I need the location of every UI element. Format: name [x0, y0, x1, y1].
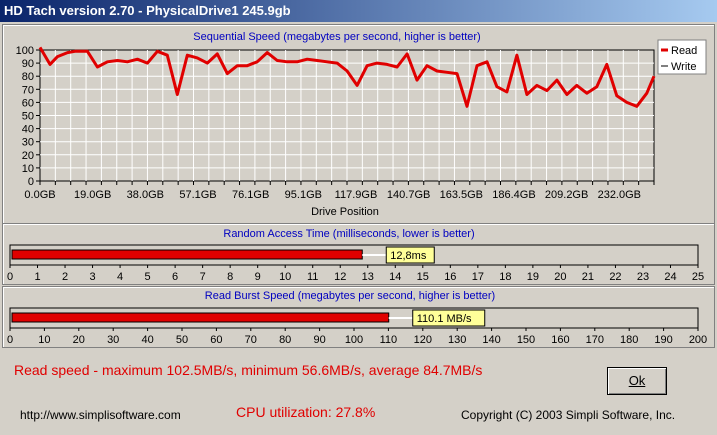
cpu-utilization: CPU utilization: 27.8%: [236, 404, 376, 420]
window-title: HD Tach version 2.70 - PhysicalDrive1 24…: [4, 3, 291, 18]
sequential-panel: [2, 24, 715, 224]
burst-panel: [2, 286, 715, 348]
title-bar[interactable]: HD Tach version 2.70 - PhysicalDrive1 24…: [0, 0, 717, 22]
website-link[interactable]: http://www.simplisoftware.com: [20, 408, 181, 422]
access-panel: [2, 223, 715, 285]
ok-button[interactable]: Ok: [607, 367, 667, 395]
copyright-text: Copyright (C) 2003 Simpli Software, Inc.: [461, 408, 676, 422]
ok-button-label: Ok: [628, 373, 646, 388]
read-speed-summary: Read speed - maximum 102.5MB/s, minimum …: [14, 362, 483, 378]
